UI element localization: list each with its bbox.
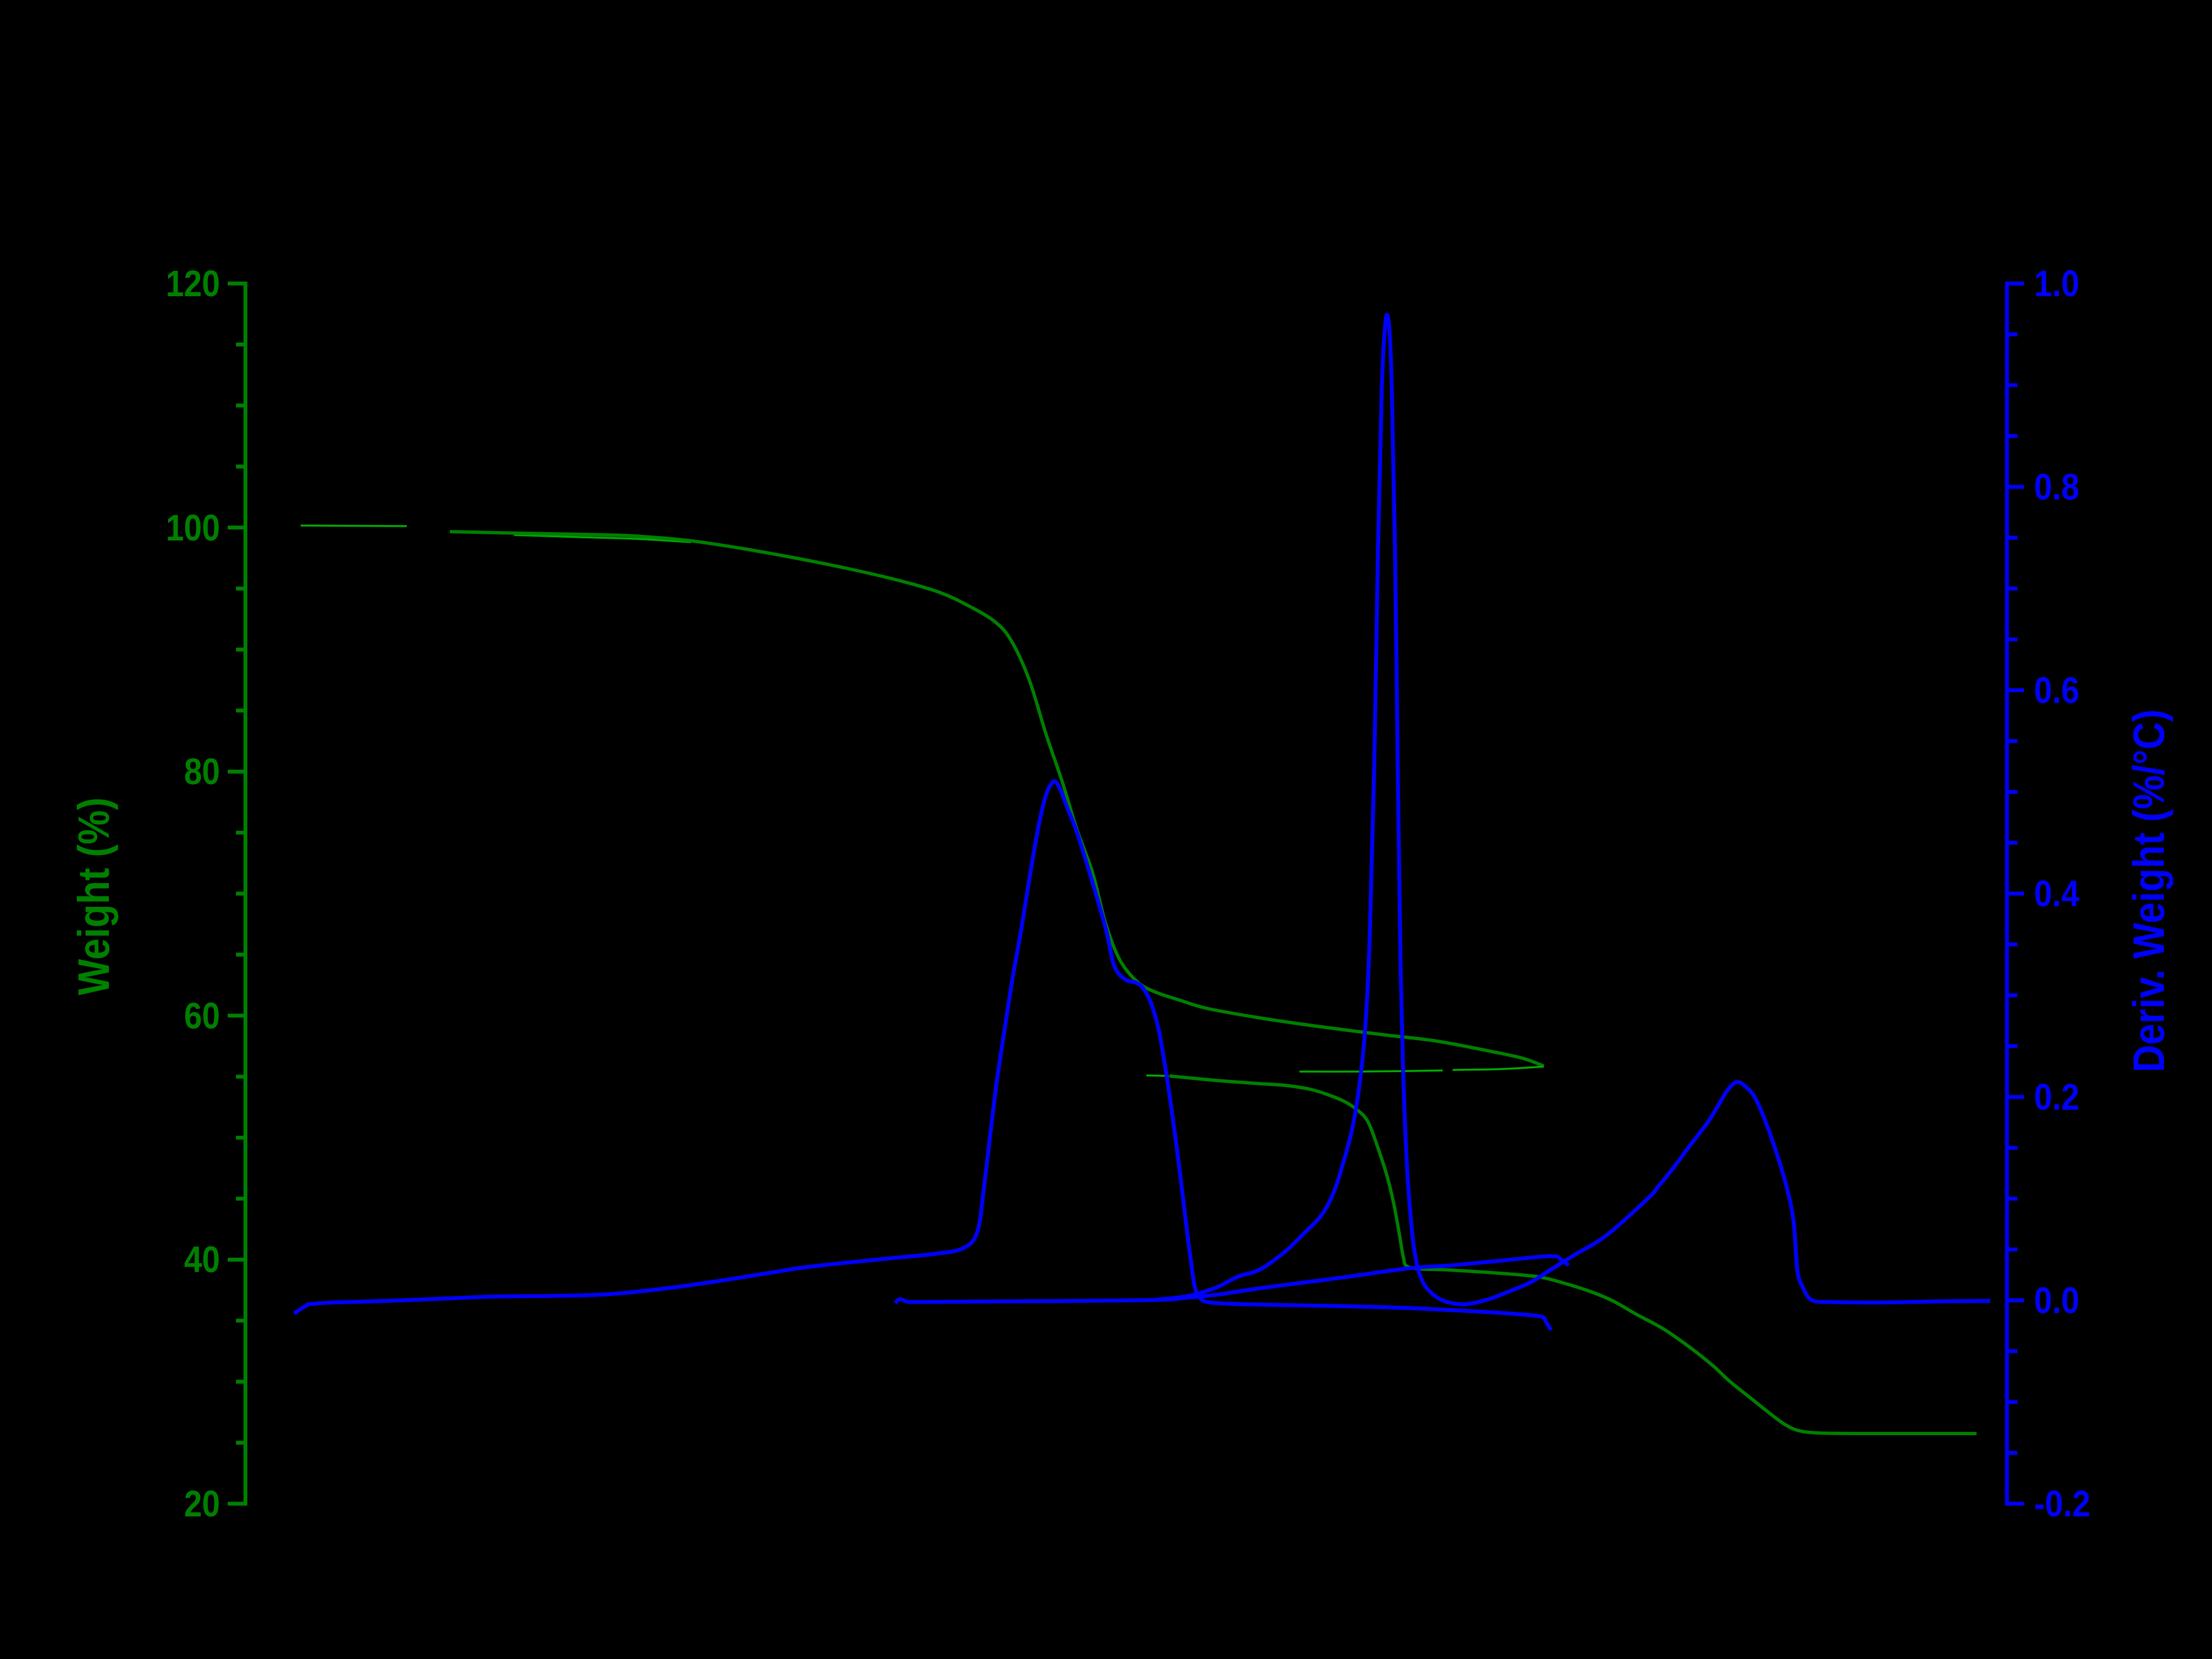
svg-text:20: 20 [184,1483,220,1525]
svg-text:0.8: 0.8 [2034,466,2079,508]
svg-text:100: 100 [166,507,220,549]
svg-text:60: 60 [184,995,220,1037]
svg-text:1.0: 1.0 [2034,263,2079,305]
svg-text:80: 80 [184,751,220,792]
svg-text:0.4: 0.4 [2034,873,2079,915]
svg-text:-0.2: -0.2 [2034,1483,2090,1525]
svg-text:120: 120 [166,263,220,305]
svg-text:0.0: 0.0 [2034,1280,2079,1321]
svg-text:0.6: 0.6 [2034,670,2079,711]
svg-text:Deriv. Weight (%/°C): Deriv. Weight (%/°C) [2124,710,2173,1073]
svg-text:Weight (%): Weight (%) [69,797,118,995]
svg-text:40: 40 [184,1239,220,1280]
svg-text:0.2: 0.2 [2034,1077,2079,1118]
